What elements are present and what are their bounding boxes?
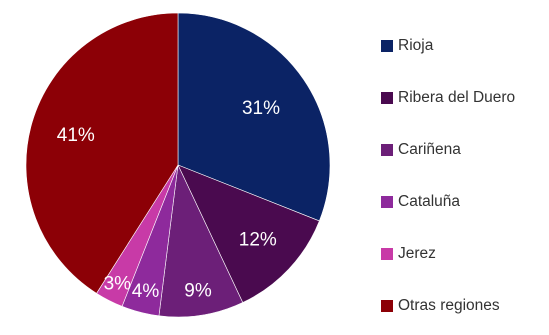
legend-label: Cariñena bbox=[398, 141, 461, 158]
legend-swatch bbox=[381, 40, 393, 52]
slice-label-rioja: 31% bbox=[242, 98, 280, 119]
legend-swatch bbox=[381, 300, 393, 312]
legend-item-jerez: Jerez bbox=[381, 244, 436, 264]
legend-item-ribera-del-duero: Ribera del Duero bbox=[381, 88, 515, 108]
legend-item-carinena: Cariñena bbox=[381, 140, 461, 160]
pie-slices bbox=[25, 12, 331, 318]
pie-slice-ribera-del-duero bbox=[177, 164, 320, 303]
legend-item-cataluna: Cataluña bbox=[381, 192, 460, 212]
slice-labels: 31% 12% 9% 4%3% 41% bbox=[57, 98, 280, 302]
legend-swatch bbox=[381, 92, 393, 104]
slice-label-carinena: 9% bbox=[184, 281, 212, 302]
slice-label-ribera-del-duero: 12% bbox=[239, 229, 277, 250]
legend-swatch bbox=[381, 248, 393, 260]
legend-item-rioja: Rioja bbox=[381, 36, 433, 56]
legend-label: Jerez bbox=[398, 245, 436, 262]
legend-label: Rioja bbox=[398, 37, 434, 54]
legend-label: Otras regiones bbox=[398, 297, 500, 314]
pie-slice-rioja bbox=[177, 12, 331, 222]
slice-label-jerez: 3% bbox=[104, 274, 132, 295]
pie-slice-otras-regiones bbox=[25, 12, 179, 294]
legend-swatch bbox=[381, 196, 393, 208]
slice-label-cataluna: 4% bbox=[132, 281, 160, 302]
legend-item-otras-regiones: Otras regiones bbox=[381, 296, 500, 316]
legend-swatch bbox=[381, 144, 393, 156]
legend-label: Cataluña bbox=[398, 193, 461, 210]
pie-slice-carinena bbox=[158, 163, 244, 318]
slice-label-otras-regiones: 41% bbox=[57, 125, 95, 146]
legend-label: Ribera del Duero bbox=[398, 89, 516, 106]
